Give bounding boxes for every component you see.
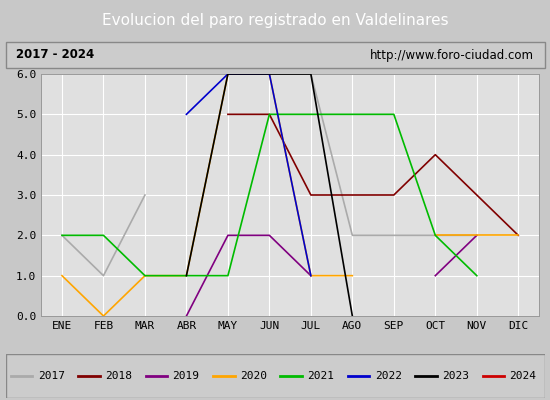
Text: 2017: 2017 bbox=[38, 371, 65, 381]
Text: 2019: 2019 bbox=[173, 371, 200, 381]
Text: 2020: 2020 bbox=[240, 371, 267, 381]
Text: 2024: 2024 bbox=[509, 371, 536, 381]
Text: 2017 - 2024: 2017 - 2024 bbox=[16, 48, 95, 62]
Bar bbox=[6, 42, 544, 68]
Text: 2023: 2023 bbox=[442, 371, 469, 381]
Text: 2022: 2022 bbox=[375, 371, 402, 381]
Text: 2018: 2018 bbox=[105, 371, 132, 381]
Text: http://www.foro-ciudad.com: http://www.foro-ciudad.com bbox=[370, 48, 534, 62]
Text: 2021: 2021 bbox=[307, 371, 334, 381]
Text: Evolucion del paro registrado en Valdelinares: Evolucion del paro registrado en Valdeli… bbox=[102, 12, 448, 28]
